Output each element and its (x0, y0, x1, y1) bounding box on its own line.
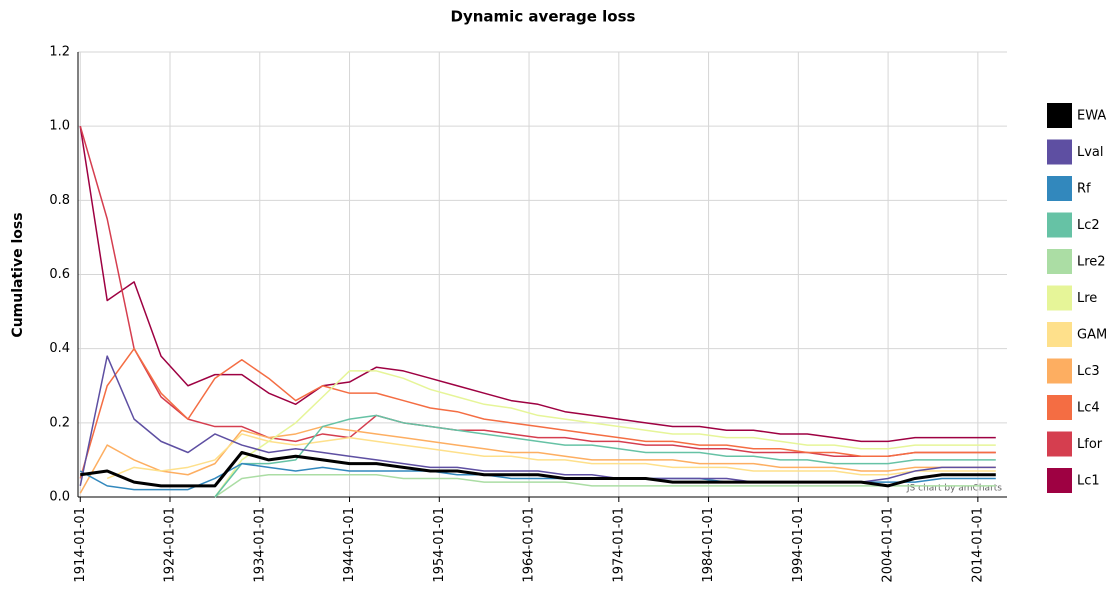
legend-label: Rf (1077, 182, 1091, 197)
x-tick-label: 1944-01-01 (342, 507, 357, 583)
legend-swatch (1047, 285, 1072, 311)
legend-swatch (1047, 212, 1072, 238)
legend-swatch (1047, 468, 1072, 493)
series-line (79, 347, 996, 479)
y-tick-label: 0.2 (49, 415, 70, 430)
series-line (214, 370, 996, 498)
series-line (106, 433, 996, 480)
series-line (79, 355, 996, 487)
legend-swatch (1047, 176, 1072, 201)
y-tick-label: 0.4 (49, 341, 70, 356)
x-tick-label: 1984-01-01 (701, 507, 716, 583)
y-tick-label: 1.0 (49, 119, 70, 134)
credit: JS chart by amCharts (906, 484, 1002, 494)
series-line (80, 451, 996, 488)
x-tick-label: 1994-01-01 (791, 507, 806, 583)
legend-swatch (1047, 139, 1072, 165)
x-tick-label: 1964-01-01 (522, 507, 537, 583)
y-tick-label: 1.2 (49, 45, 70, 60)
legend-label: Lc3 (1077, 364, 1100, 379)
x-tick-label: 2004-01-01 (881, 507, 896, 583)
chart-title: Dynamic average loss (451, 8, 636, 26)
legend-swatch (1047, 103, 1072, 128)
y-tick-label: 0.6 (49, 267, 70, 282)
series-line (214, 414, 996, 498)
legend-label: Lre2 (1077, 255, 1106, 270)
y-axis-label: Cumulative loss (10, 212, 26, 337)
legend-label: Lval (1077, 145, 1104, 160)
legend-swatch (1047, 358, 1072, 384)
legend-label: Lc1 (1077, 474, 1100, 489)
x-tick-label: 1924-01-01 (163, 507, 178, 583)
legend-label: Lfor (1077, 437, 1103, 452)
legend-swatch (1047, 431, 1072, 457)
series-line (214, 474, 996, 498)
legend-label: Lre (1077, 291, 1097, 306)
y-tick-label: 0.8 (49, 193, 70, 208)
legend-label: EWA (1077, 109, 1106, 124)
x-tick-label: 1914-01-01 (73, 507, 88, 583)
legend-swatch (1047, 249, 1072, 274)
x-tick-label: 1954-01-01 (432, 507, 447, 583)
x-tick-label: 1934-01-01 (252, 507, 267, 583)
x-tick-label: 1974-01-01 (611, 507, 626, 583)
legend-label: Lc2 (1077, 218, 1100, 233)
legend-swatch (1047, 322, 1072, 347)
series-line (79, 126, 996, 443)
legend-label: GAM (1077, 328, 1107, 343)
x-tick-label: 2014-01-01 (970, 507, 985, 583)
series-line (79, 125, 996, 457)
legend-label: Lc4 (1077, 401, 1100, 416)
legend-swatch (1047, 395, 1072, 420)
y-tick-label: 0.0 (49, 490, 70, 505)
